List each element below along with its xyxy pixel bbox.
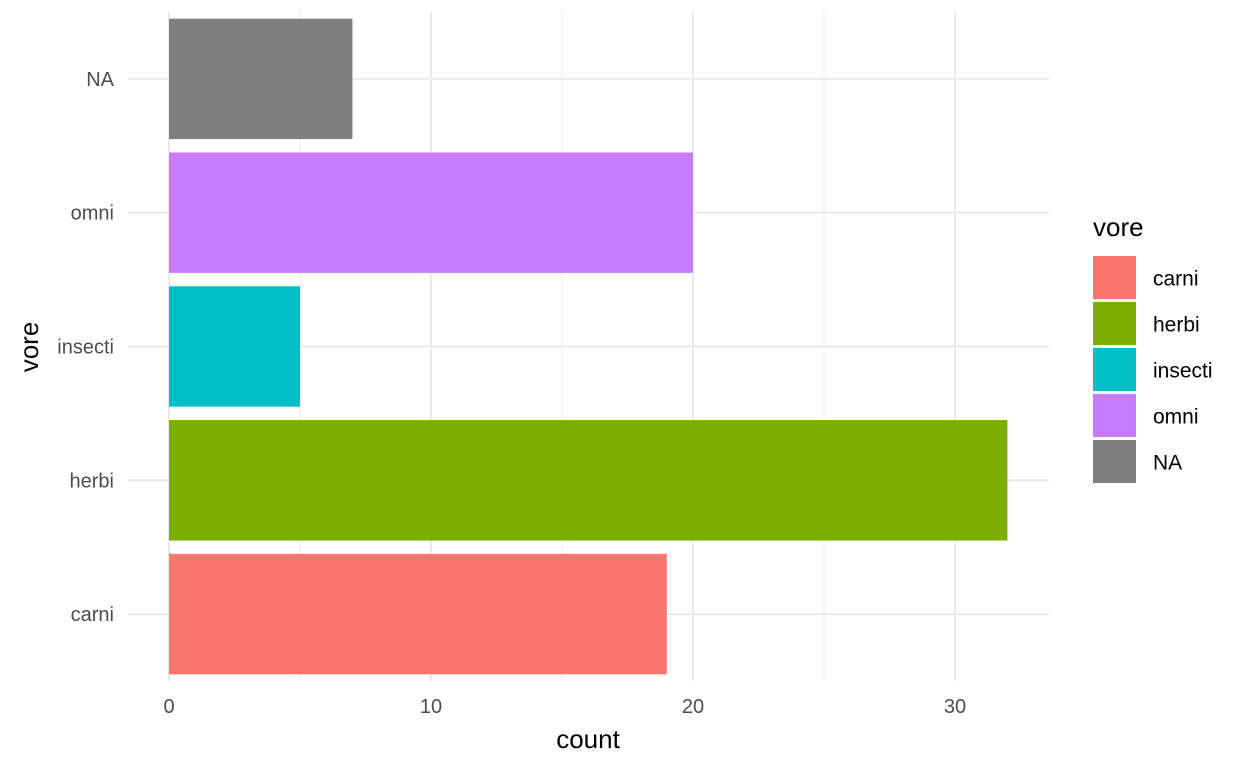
- legend-key-na: [1093, 440, 1136, 483]
- legend-title: vore: [1093, 212, 1144, 242]
- bars: [169, 18, 1008, 675]
- legend-key-herbi: [1093, 302, 1136, 345]
- bar-carni: [169, 553, 667, 675]
- x-axis-title: count: [556, 724, 620, 754]
- y-tick-label: insecti: [57, 337, 114, 359]
- legend-label: omni: [1153, 406, 1199, 429]
- bar-na: [169, 18, 353, 140]
- y-tick-label: NA: [86, 69, 114, 91]
- legend: vore carni herbi insecti omni NA: [1093, 212, 1213, 483]
- y-tick-label: carni: [71, 604, 114, 626]
- legend-label: NA: [1153, 452, 1182, 475]
- legend-key-carni: [1093, 256, 1136, 299]
- legend-label: herbi: [1153, 314, 1200, 337]
- x-tick-label: 0: [163, 696, 174, 718]
- bar-omni: [169, 152, 693, 273]
- legend-key-insecti: [1093, 348, 1136, 391]
- x-tick-label: 20: [682, 696, 704, 718]
- legend-label: insecti: [1153, 360, 1213, 383]
- bar-insecti: [169, 286, 300, 407]
- y-tick-label: omni: [71, 203, 114, 225]
- y-axis-title: vore: [14, 322, 44, 373]
- bar-herbi: [169, 420, 1008, 541]
- y-axis-ticks: carni herbi insecti omni NA: [57, 69, 114, 626]
- x-tick-label: 10: [420, 696, 442, 718]
- legend-label: carni: [1153, 268, 1199, 291]
- x-tick-label: 30: [944, 696, 966, 718]
- x-axis-ticks: 0 10 20 30: [163, 696, 966, 718]
- legend-key-omni: [1093, 394, 1136, 437]
- y-tick-label: herbi: [70, 470, 114, 492]
